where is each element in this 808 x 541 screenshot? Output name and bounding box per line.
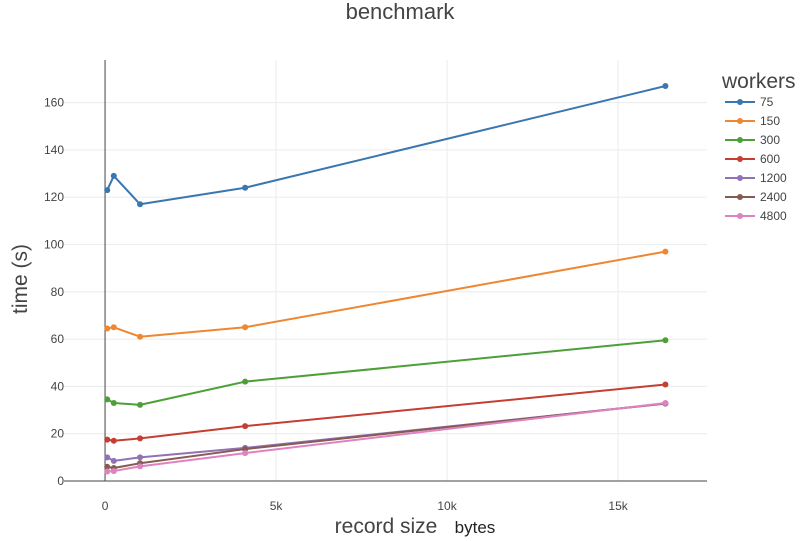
x-tick-label: 0: [102, 499, 109, 513]
data-point[interactable]: [242, 184, 249, 191]
legend-swatch-marker: [737, 156, 743, 162]
legend-title: workers: [721, 70, 796, 93]
x-axis-title: record size: [335, 515, 438, 538]
legend-swatch-marker: [737, 99, 743, 105]
data-point[interactable]: [242, 378, 249, 385]
data-point[interactable]: [110, 172, 117, 179]
data-point[interactable]: [104, 454, 111, 461]
data-point[interactable]: [662, 381, 669, 388]
data-point[interactable]: [662, 337, 669, 344]
data-point[interactable]: [110, 399, 117, 406]
y-tick-label: 0: [57, 474, 64, 488]
data-point[interactable]: [242, 423, 249, 430]
data-point[interactable]: [104, 325, 111, 332]
legend-swatch-marker: [737, 175, 743, 181]
data-point[interactable]: [110, 437, 117, 444]
legend-swatch-marker: [737, 213, 743, 219]
data-point[interactable]: [110, 324, 117, 331]
legend-swatch-marker: [737, 118, 743, 124]
data-point[interactable]: [137, 333, 144, 340]
legend-item-2400[interactable]: 2400: [725, 190, 787, 204]
data-point[interactable]: [242, 450, 249, 457]
y-axis-title: time (s): [9, 244, 32, 314]
data-point[interactable]: [662, 248, 669, 255]
data-point[interactable]: [104, 396, 111, 403]
data-point[interactable]: [137, 401, 144, 408]
legend-item-150[interactable]: 150: [725, 114, 780, 128]
data-point[interactable]: [137, 435, 144, 442]
data-point[interactable]: [104, 187, 111, 194]
data-point[interactable]: [110, 457, 117, 464]
series-600: [104, 381, 669, 444]
data-point[interactable]: [104, 463, 111, 470]
series-75: [104, 83, 669, 208]
y-tick-label: 40: [51, 379, 65, 393]
legend-item-4800[interactable]: 4800: [725, 209, 787, 223]
data-point[interactable]: [137, 201, 144, 208]
data-point[interactable]: [662, 83, 669, 90]
y-tick-label: 100: [44, 237, 64, 251]
legend-label: 1200: [760, 171, 787, 185]
legend-label: 300: [760, 133, 780, 147]
axes: 0 5k 10k 15k 0 20 40 60 80 100 120 140 160: [44, 60, 707, 513]
legend-label: 2400: [760, 190, 787, 204]
legend-label: 600: [760, 152, 780, 166]
legend-item-600[interactable]: 600: [725, 152, 780, 166]
data-point[interactable]: [662, 399, 669, 406]
legend-label: 150: [760, 114, 780, 128]
y-tick-label: 20: [51, 427, 65, 441]
data-point[interactable]: [110, 468, 117, 475]
data-point[interactable]: [137, 463, 144, 470]
legend-item-1200[interactable]: 1200: [725, 171, 787, 185]
data-point[interactable]: [137, 454, 144, 461]
legend-item-300[interactable]: 300: [725, 133, 780, 147]
legend[interactable]: 75 150 300 600 1200 2400 4800: [725, 95, 787, 223]
data-point[interactable]: [242, 324, 249, 331]
legend-swatch-marker: [737, 194, 743, 200]
y-tick-label: 160: [44, 96, 64, 110]
series-4800: [104, 399, 669, 475]
series-layer: [104, 83, 669, 475]
data-point[interactable]: [104, 468, 111, 475]
legend-label: 75: [760, 95, 774, 109]
y-tick-label: 80: [51, 285, 65, 299]
legend-item-75[interactable]: 75: [725, 95, 774, 109]
x-tick-label: 15k: [608, 499, 628, 513]
series-150: [104, 248, 669, 340]
data-point[interactable]: [104, 436, 111, 443]
legend-label: 4800: [760, 209, 787, 223]
legend-swatch-marker: [737, 137, 743, 143]
x-tick-label: 10k: [437, 499, 457, 513]
x-tick-label: 5k: [270, 499, 284, 513]
chart-title: benchmark: [346, 0, 456, 24]
y-tick-label: 140: [44, 143, 64, 157]
series-300: [104, 337, 669, 408]
y-tick-label: 120: [44, 190, 64, 204]
x-axis-unit: bytes: [455, 518, 496, 537]
y-tick-label: 60: [51, 332, 65, 346]
